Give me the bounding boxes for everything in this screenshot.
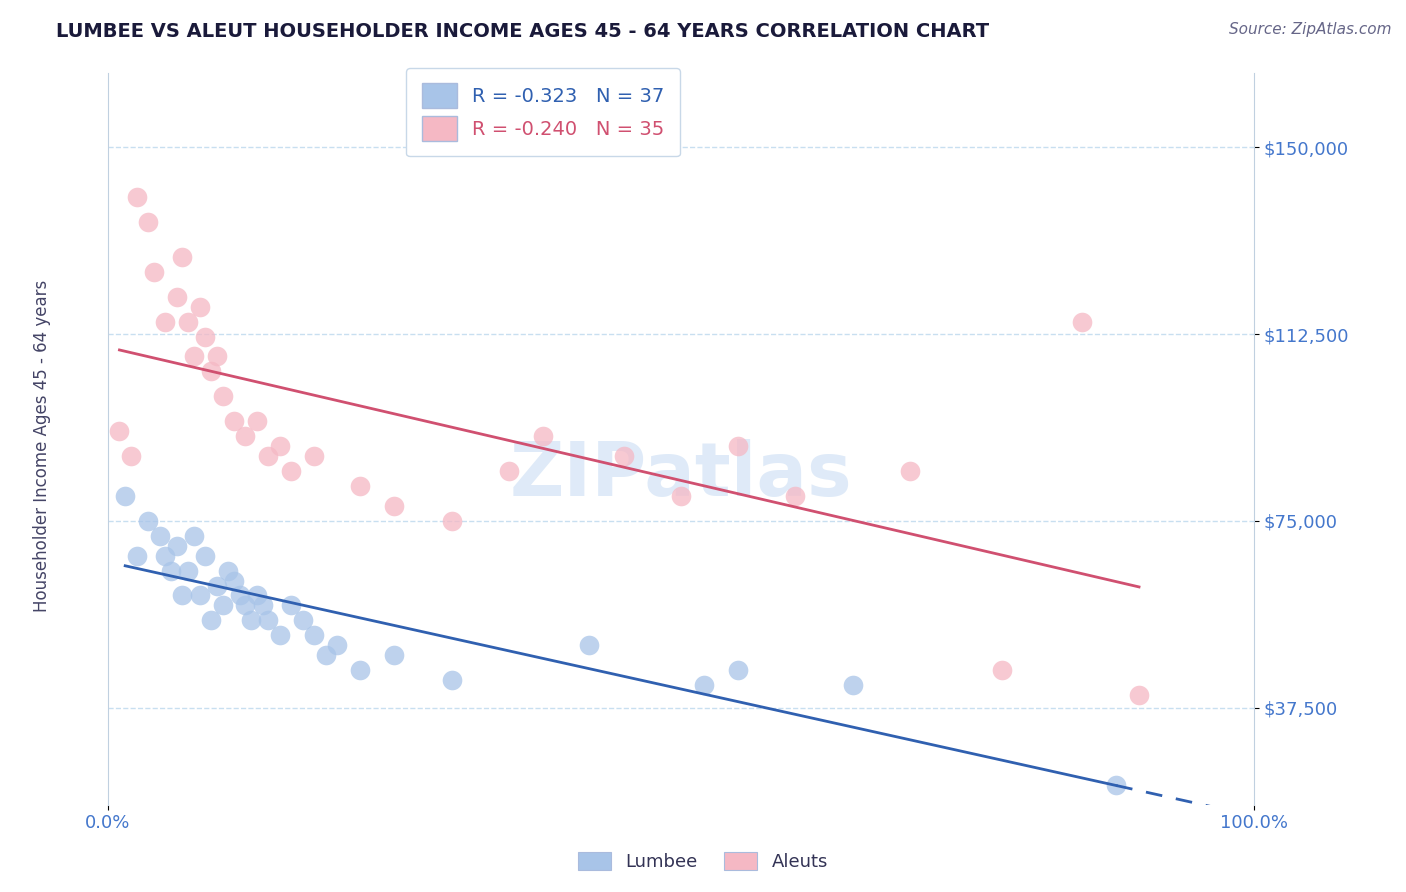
Point xyxy=(120,449,142,463)
Point xyxy=(531,429,554,443)
Point xyxy=(200,364,222,378)
Point xyxy=(384,648,406,663)
Point xyxy=(235,429,257,443)
Point xyxy=(222,414,245,428)
Point xyxy=(315,648,337,663)
Point xyxy=(188,589,211,603)
Point xyxy=(235,599,257,613)
Point xyxy=(166,539,188,553)
Point xyxy=(257,614,280,628)
Point xyxy=(172,250,194,264)
Point xyxy=(136,514,159,528)
Point xyxy=(898,464,921,478)
Point xyxy=(257,449,280,463)
Text: ZIPatlas: ZIPatlas xyxy=(509,439,852,512)
Point xyxy=(669,489,692,503)
Text: Source: ZipAtlas.com: Source: ZipAtlas.com xyxy=(1229,22,1392,37)
Point xyxy=(205,350,228,364)
Point xyxy=(291,614,314,628)
Point xyxy=(240,614,263,628)
Point xyxy=(142,265,165,279)
Point xyxy=(727,439,749,453)
Point xyxy=(1128,688,1150,702)
Point xyxy=(222,574,245,588)
Point xyxy=(183,350,205,364)
Point xyxy=(841,678,863,692)
Point xyxy=(280,599,302,613)
Point xyxy=(785,489,807,503)
Point xyxy=(188,300,211,314)
Point xyxy=(612,449,634,463)
Point xyxy=(177,564,200,578)
Point xyxy=(302,449,325,463)
Text: LUMBEE VS ALEUT HOUSEHOLDER INCOME AGES 45 - 64 YEARS CORRELATION CHART: LUMBEE VS ALEUT HOUSEHOLDER INCOME AGES … xyxy=(56,22,990,41)
Point xyxy=(194,549,217,563)
Point xyxy=(200,614,222,628)
Point xyxy=(229,589,252,603)
Text: Householder Income Ages 45 - 64 years: Householder Income Ages 45 - 64 years xyxy=(34,280,51,612)
Point xyxy=(990,663,1012,677)
Point xyxy=(246,589,269,603)
Point xyxy=(160,564,183,578)
Point xyxy=(349,663,371,677)
Point xyxy=(114,489,136,503)
Point xyxy=(125,549,148,563)
Point xyxy=(498,464,520,478)
Point xyxy=(217,564,239,578)
Point xyxy=(349,479,371,493)
Point xyxy=(166,290,188,304)
Point xyxy=(280,464,302,478)
Point xyxy=(1105,778,1128,792)
Point xyxy=(125,190,148,204)
Legend: R = -0.323   N = 37, R = -0.240   N = 35: R = -0.323 N = 37, R = -0.240 N = 35 xyxy=(406,68,681,156)
Point xyxy=(148,529,170,543)
Point xyxy=(246,414,269,428)
Point xyxy=(269,439,291,453)
Point xyxy=(194,329,217,343)
Point xyxy=(384,499,406,513)
Point xyxy=(326,638,349,652)
Point xyxy=(155,314,177,328)
Point xyxy=(177,314,200,328)
Legend: Lumbee, Aleuts: Lumbee, Aleuts xyxy=(571,845,835,879)
Point xyxy=(440,514,463,528)
Point xyxy=(108,424,131,438)
Point xyxy=(440,673,463,688)
Point xyxy=(578,638,600,652)
Point xyxy=(269,628,291,642)
Point xyxy=(302,628,325,642)
Point xyxy=(1070,314,1092,328)
Point xyxy=(136,215,159,229)
Point xyxy=(205,578,228,592)
Point xyxy=(211,599,233,613)
Point xyxy=(693,678,716,692)
Point xyxy=(183,529,205,543)
Point xyxy=(211,389,233,403)
Point xyxy=(155,549,177,563)
Point xyxy=(172,589,194,603)
Point xyxy=(727,663,749,677)
Point xyxy=(252,599,274,613)
